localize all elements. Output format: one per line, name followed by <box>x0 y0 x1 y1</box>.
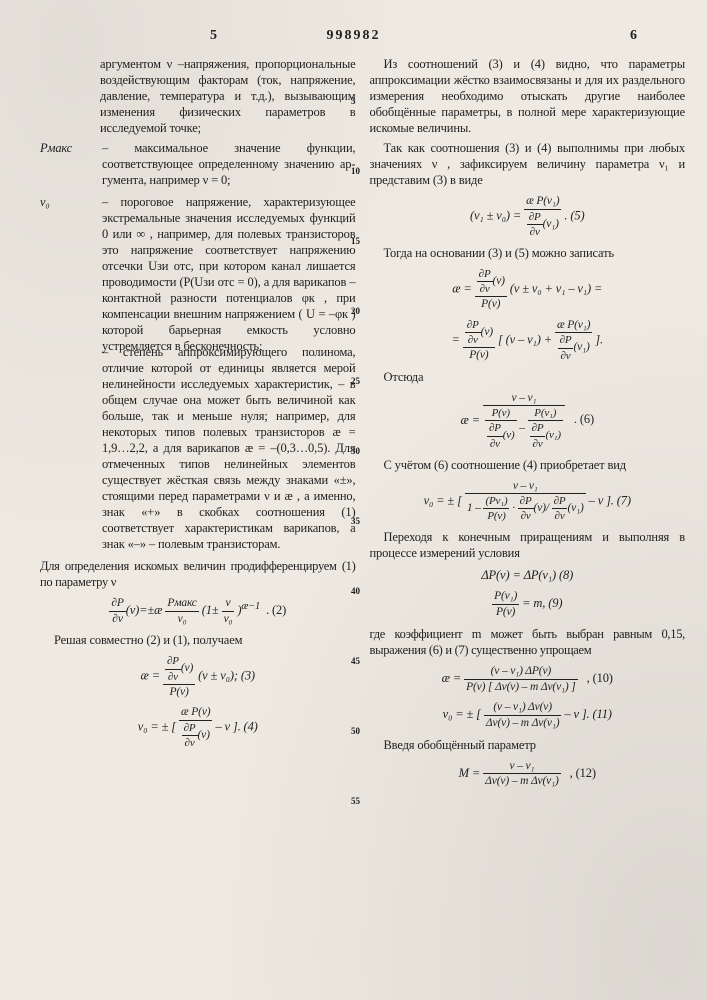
equation-7: ν₀ = ± [ ν – ν₁ 1 – (Pν₁)P(ν) · ∂P∂ν(ν)/… <box>370 479 686 524</box>
equation-4: ν₀ = ± [ æ P(ν) ∂P∂ν(ν) – ν ]. (4) <box>40 705 356 750</box>
left-p1: аргументом ν –напряжения, пропорциональн… <box>100 56 356 136</box>
label-pmax: Pмакс <box>40 140 96 156</box>
column-right: Из соотношений (3) и (4) видно, что пара… <box>370 56 686 986</box>
equation-9: P(ν₁)P(ν) = m, (9) <box>370 589 686 619</box>
right-p1: Из соотношений (3) и (4) видно, что пара… <box>370 56 686 136</box>
column-left: аргументом ν –напряжения, пропорциональн… <box>40 56 356 986</box>
doc-number: 998982 <box>0 28 707 44</box>
line-marker: 50 <box>351 726 360 736</box>
line-marker: 25 <box>351 376 360 386</box>
def-v0: – пороговое напряжение, ха­рактеризующее… <box>102 194 356 354</box>
line-markers: 5 10 15 20 25 30 35 40 45 50 55 <box>351 56 360 806</box>
right-p7: где коэффициент m может быть выбран равн… <box>370 626 686 658</box>
equation-a2: = ∂P∂ν(ν) P(ν) [ (ν – ν₁) + æ P(ν₁) ∂P∂ν… <box>370 318 686 363</box>
right-p6: Переходя к конечным приращениям и выполн… <box>370 529 686 561</box>
right-p8: Введя обобщённый параметр <box>370 737 686 753</box>
label-v0: ν₀ <box>40 194 96 210</box>
line-marker: 35 <box>351 516 360 526</box>
right-p3: Тогда на основании (3) и (5) мож­но запи… <box>370 245 686 261</box>
equation-3: æ = ∂P∂ν(ν) P(ν) (ν ± ν₀); (3) <box>40 654 356 699</box>
line-marker: 55 <box>351 796 360 806</box>
equation-5: (ν₁ ± ν₀) = æ P(ν₁) ∂P∂ν(ν₁) . (5) <box>370 194 686 239</box>
equation-8: ΔP(ν) = ΔP(ν₁) (8) <box>370 567 686 583</box>
line-marker: 15 <box>351 236 360 246</box>
line-marker: 45 <box>351 656 360 666</box>
columns: аргументом ν –напряжения, пропорциональн… <box>40 56 685 986</box>
right-p5: С учётом (6) соотношение (4) приоб­ретае… <box>370 457 686 473</box>
line-marker: 30 <box>351 446 360 456</box>
line-marker: 20 <box>351 306 360 316</box>
equation-10: æ = (ν – ν₁) ΔP(ν)P(ν) [ Δν(ν) – m Δν(ν₁… <box>370 664 686 694</box>
equation-2: ∂P∂ν(ν)=±æ Pмаксν₀ (1± νν₀ )æ−1. (2) <box>40 596 356 626</box>
right-p2: Так как соотношения (3) и (4) вы­полнимы… <box>370 140 686 188</box>
equation-a1: æ = ∂P∂ν(ν) P(ν) (ν ± ν₀ + ν₁ – ν₁) = <box>370 267 686 312</box>
line-marker: 10 <box>351 166 360 176</box>
equation-12: М = ν – ν₁Δν(ν) – m Δν(ν₁) , (12) <box>370 759 686 789</box>
right-p4: Отсюда <box>370 369 686 385</box>
page-number-right: 6 <box>630 28 637 44</box>
page: 5 998982 6 5 10 15 20 25 30 35 40 45 50 … <box>0 0 707 1000</box>
line-marker: 40 <box>351 586 360 596</box>
equation-6: æ = ν – ν₁ P(ν)∂P∂ν(ν) – P(ν₁)∂P∂ν(ν₁) .… <box>370 391 686 451</box>
equation-11: ν₀ = ± [ (ν – ν₁) Δν(ν)Δν(ν) – m Δν(ν₁) … <box>370 700 686 730</box>
left-p5: Для определения искомых величин продиф­ф… <box>40 558 356 590</box>
def-pmax: – максимальное значение функции, соответ… <box>102 140 356 188</box>
line-marker: 5 <box>351 96 360 106</box>
left-p6: Решая совместно (2) и (1), получаем <box>40 632 356 648</box>
def-ae: – степень аппроксимирующего полинома, от… <box>102 344 356 552</box>
